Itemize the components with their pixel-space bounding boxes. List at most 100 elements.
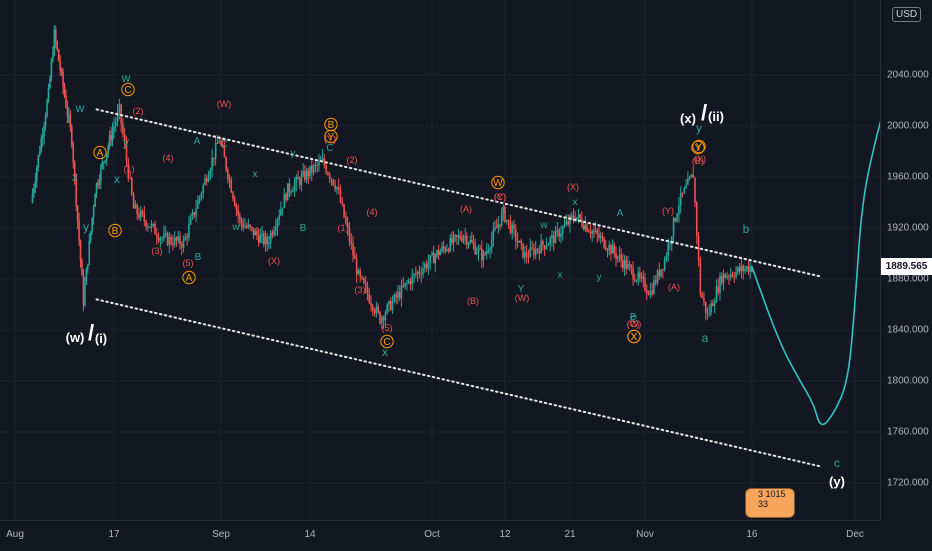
candle-body bbox=[669, 243, 671, 245]
trendlines[interactable] bbox=[95, 108, 822, 468]
candle-body bbox=[529, 247, 532, 257]
wave-label: w bbox=[121, 71, 131, 85]
wave-label: (2) bbox=[133, 106, 144, 116]
candle-body bbox=[227, 169, 229, 179]
wave-label: B bbox=[328, 120, 335, 131]
candle-body bbox=[500, 212, 503, 226]
wave-label: (X) bbox=[567, 182, 579, 192]
candle-body bbox=[193, 212, 196, 216]
candle-body bbox=[388, 300, 390, 305]
candle-body bbox=[485, 250, 488, 255]
candle-body bbox=[110, 135, 112, 141]
candle-body bbox=[429, 255, 432, 263]
candle-body bbox=[409, 280, 412, 285]
candle-body bbox=[744, 268, 746, 271]
price-tick-label: 2000.000 bbox=[887, 120, 929, 132]
candle-body bbox=[182, 240, 185, 248]
candle-body bbox=[141, 211, 144, 214]
candle-body bbox=[507, 219, 510, 222]
candle-body bbox=[670, 236, 673, 244]
time-axis[interactable]: Aug 17 Sep 14 Oct 12 21 Nov 16 Dec bbox=[0, 520, 880, 551]
candle-body bbox=[683, 187, 686, 194]
candle-body bbox=[656, 270, 659, 283]
wave-label: (4) bbox=[163, 153, 174, 163]
candle-body bbox=[397, 292, 399, 298]
candle-body bbox=[323, 158, 326, 166]
candle-body bbox=[623, 260, 626, 269]
candle-body bbox=[432, 252, 435, 264]
candle-body bbox=[175, 237, 178, 241]
candle-body bbox=[92, 207, 95, 218]
candle-body bbox=[179, 236, 181, 245]
candle-body bbox=[540, 240, 542, 254]
candle-body bbox=[336, 187, 338, 190]
candle-body bbox=[75, 176, 77, 206]
candle-body bbox=[318, 161, 320, 166]
candle-body bbox=[53, 29, 56, 55]
candle-body bbox=[516, 241, 519, 243]
wave-label: (A) bbox=[668, 282, 680, 292]
candle-body bbox=[221, 143, 224, 147]
candle-body bbox=[439, 251, 442, 255]
wave-label: B bbox=[300, 223, 307, 234]
candle-body bbox=[715, 286, 718, 303]
candle-body bbox=[466, 236, 468, 245]
candle-body bbox=[129, 177, 131, 179]
candle-body bbox=[123, 134, 126, 145]
candle-body bbox=[33, 187, 35, 194]
candle-body bbox=[252, 227, 255, 236]
candlesticks[interactable] bbox=[31, 25, 753, 329]
wave-label-circle bbox=[93, 145, 107, 160]
wave-label: y bbox=[123, 135, 129, 149]
candle-body bbox=[610, 245, 612, 254]
candle-body bbox=[168, 237, 171, 245]
candle-body bbox=[630, 265, 633, 269]
candle-body bbox=[302, 171, 304, 176]
candle-body bbox=[88, 240, 91, 265]
candle-body bbox=[354, 255, 356, 259]
candle-body bbox=[304, 171, 306, 180]
wave-label: A bbox=[194, 136, 201, 147]
candle-body bbox=[444, 248, 447, 251]
candle-body bbox=[152, 223, 155, 225]
wave-label: (W) bbox=[515, 293, 530, 303]
price-axis[interactable]: 2040.000 2000.000 1960.000 1920.000 1880.000… bbox=[880, 0, 932, 520]
candle-body bbox=[125, 144, 128, 161]
candle-body bbox=[276, 219, 279, 228]
candle-body bbox=[382, 317, 385, 321]
wave-label: (Y) bbox=[662, 206, 674, 216]
candle-body bbox=[745, 266, 748, 269]
candle-body bbox=[164, 233, 167, 235]
candle-body bbox=[104, 160, 107, 162]
wave-label: (w) bbox=[66, 330, 85, 345]
projection-path[interactable] bbox=[751, 90, 880, 426]
candle-body bbox=[726, 276, 728, 278]
candle-body bbox=[339, 190, 342, 203]
candle-body bbox=[482, 253, 485, 261]
candle-body bbox=[577, 214, 580, 218]
currency-badge[interactable]: USD bbox=[892, 7, 922, 22]
candle-body bbox=[434, 255, 437, 264]
price-chart[interactable]: (w) / (i)(x) / (ii)(y)wxywxyxyabcABCwxyBCYxw… bbox=[0, 0, 880, 520]
candle-body bbox=[613, 245, 616, 253]
candle-body bbox=[94, 194, 96, 208]
wave-label: C bbox=[383, 337, 390, 348]
candle-body bbox=[292, 190, 294, 192]
wave-label: / bbox=[701, 100, 707, 125]
candle-body bbox=[518, 240, 521, 243]
candle-body bbox=[89, 231, 92, 241]
price-tick-label: 1720.000 bbox=[887, 477, 929, 489]
candle-body bbox=[620, 254, 622, 261]
candle-body bbox=[237, 208, 239, 216]
candle-body bbox=[41, 135, 44, 139]
candle-body bbox=[52, 54, 54, 61]
candle-body bbox=[706, 312, 709, 314]
candle-body bbox=[43, 126, 45, 136]
candle-body bbox=[536, 248, 539, 250]
candle-body bbox=[647, 293, 650, 295]
wave-label: (5) bbox=[382, 323, 393, 333]
candle-body bbox=[251, 226, 253, 228]
economic-events-badge[interactable]: 3 1015 33 bbox=[745, 488, 795, 518]
candle-body bbox=[172, 243, 174, 246]
